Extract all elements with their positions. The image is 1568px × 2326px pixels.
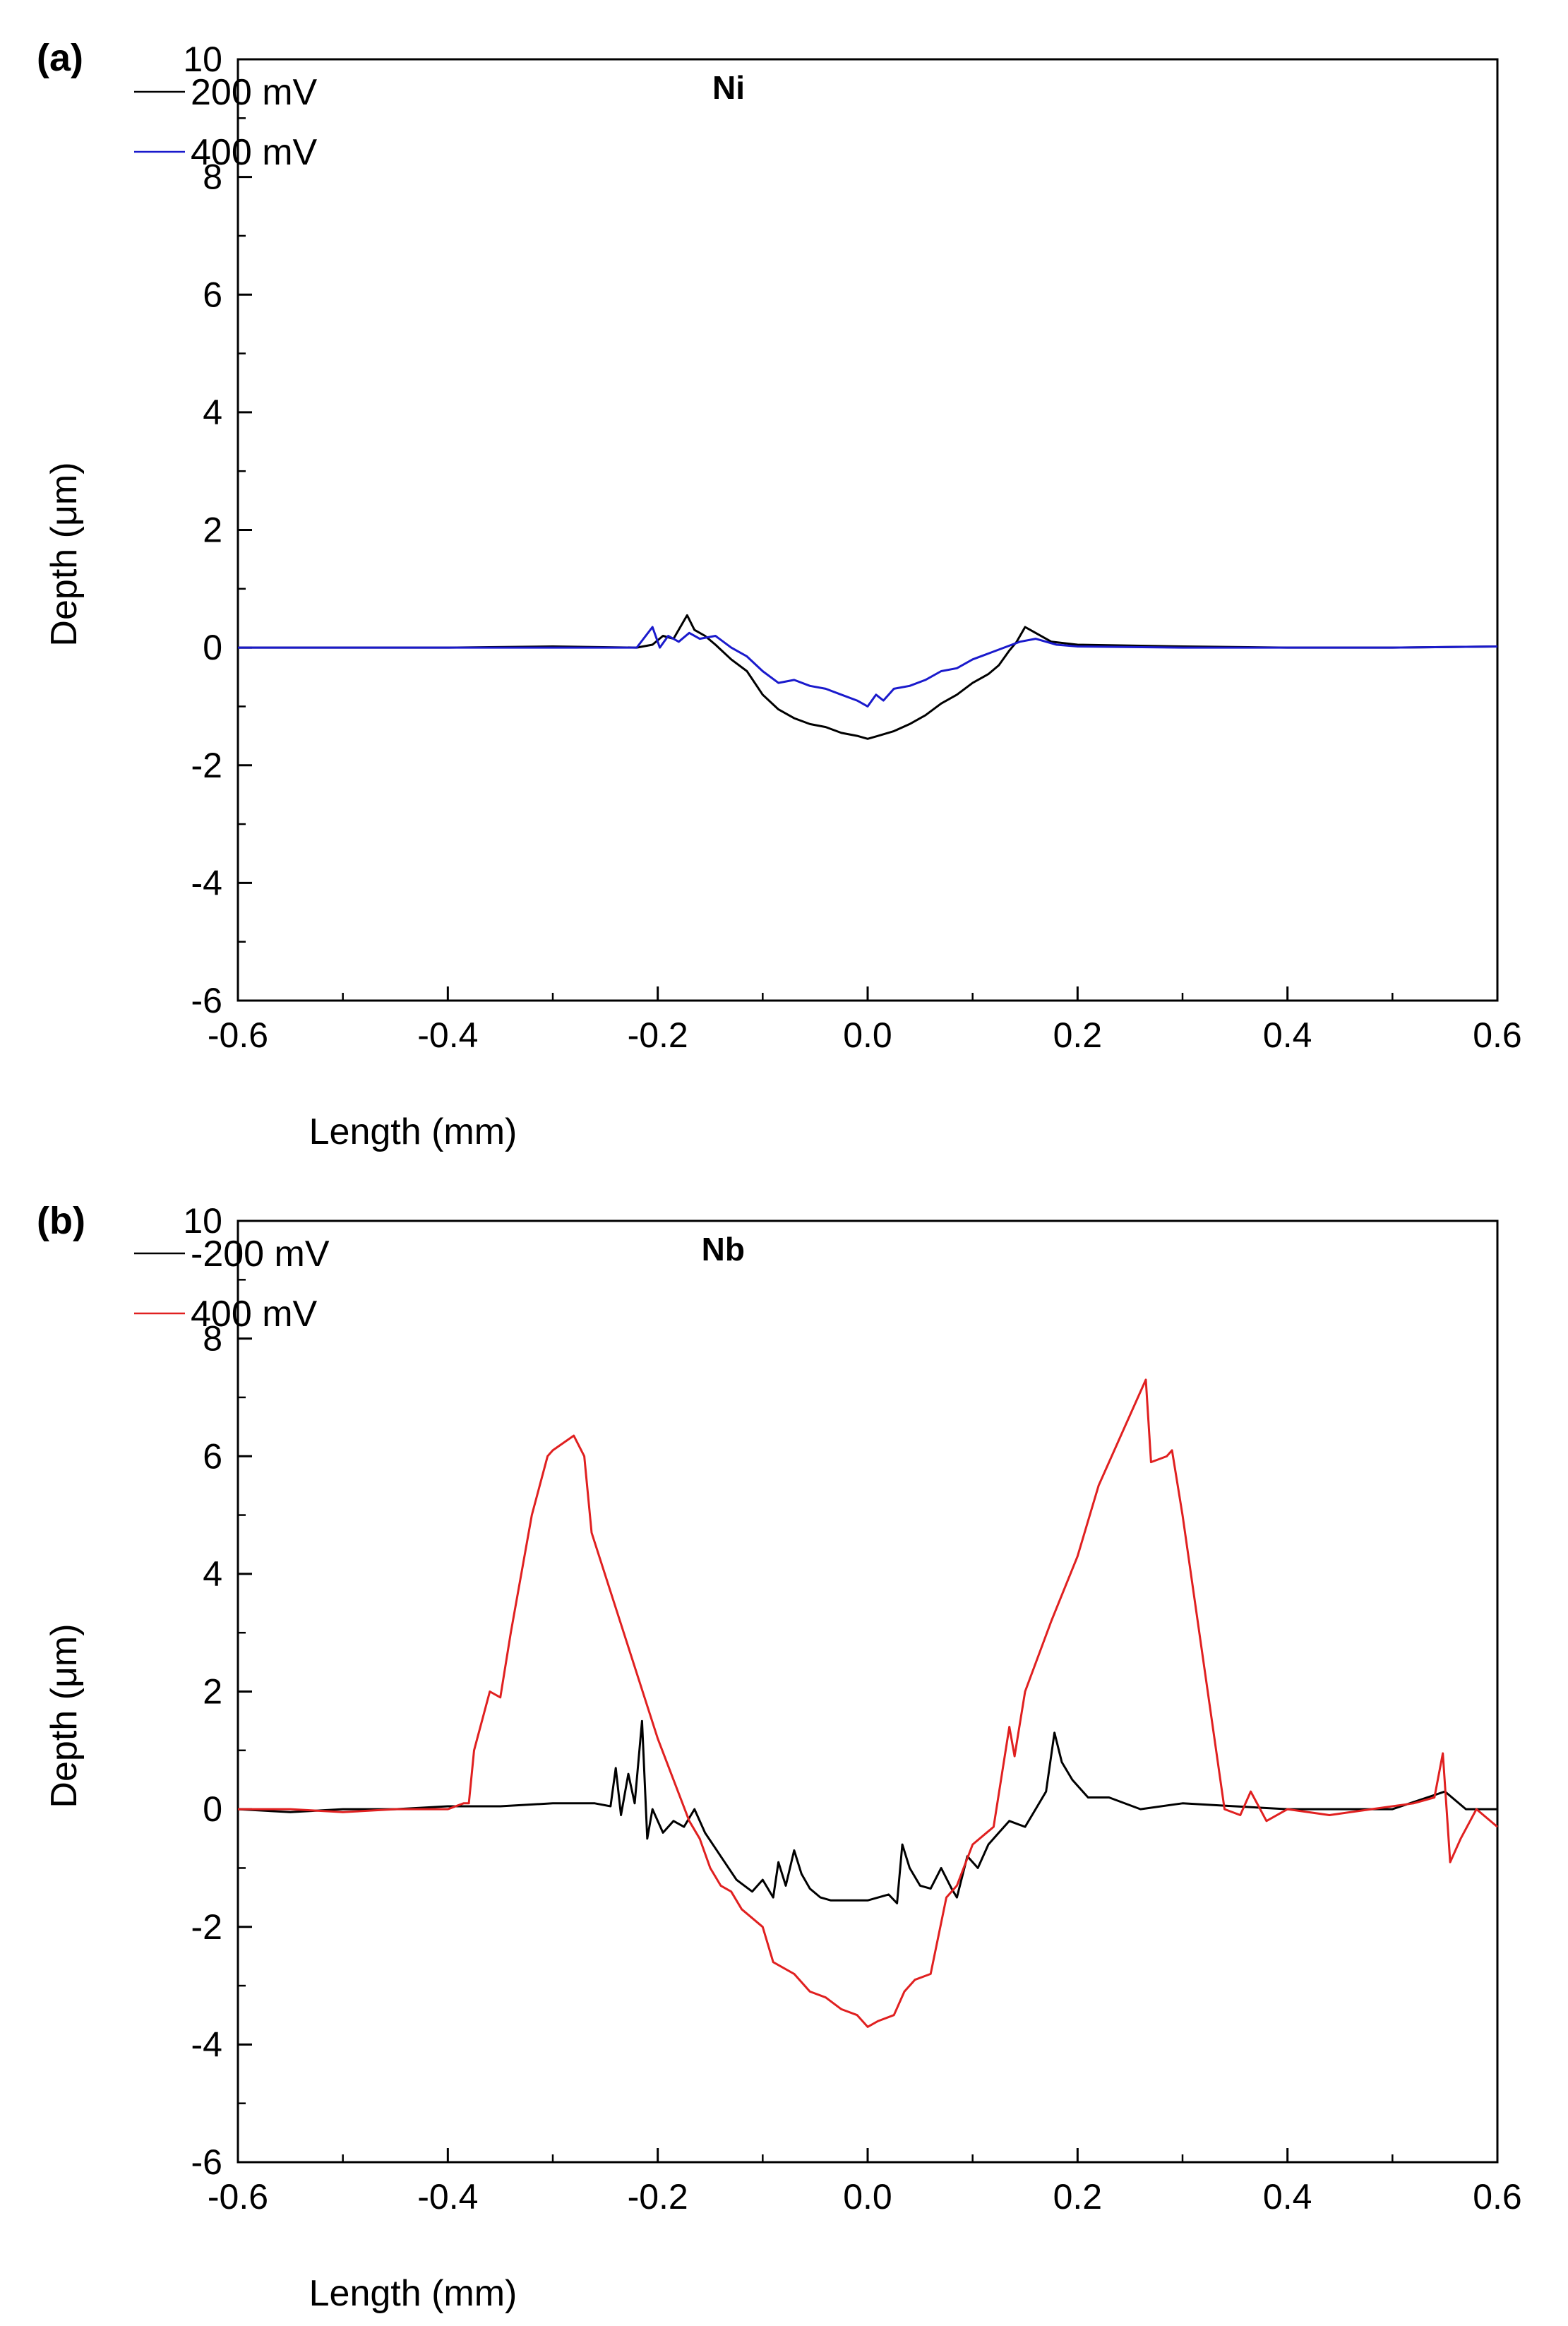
x-tick-label: -0.2 [628,2177,688,2217]
y-tick-label: -4 [191,863,222,902]
y-tick-label: 4 [203,393,222,432]
x-axis-title: Length (mm) [309,2273,517,2314]
legend: 200 mV 400 mV [134,72,318,173]
x-tick-label: 0.4 [1263,2177,1312,2217]
legend-entry: 400 mV [134,1294,318,1335]
x-tick-label: 0.2 [1053,1015,1103,1055]
y-tick-label: -4 [191,2024,222,2064]
y-tick-label: 2 [203,1672,222,1712]
y-tick-label: 0 [203,1789,222,1829]
y-tick-label: -6 [191,2142,222,2182]
y-tick-label: 6 [203,1436,222,1476]
x-tick-label: -0.6 [208,1015,268,1055]
x-tick-label: 0.0 [843,2177,892,2217]
x-tick-label: -0.2 [628,1015,688,1055]
y-tick-label: 6 [203,275,222,314]
x-tick-label: -0.6 [208,2177,268,2217]
x-tick-label: 0.6 [1473,2177,1522,2217]
legend-entry: 200 mV [134,72,318,113]
legend-label: -200 mV [191,1234,330,1275]
y-tick-label: -6 [191,981,222,1020]
y-tick-label: 10 [183,1201,222,1241]
y-tick-label: 0 [203,628,222,667]
legend-label: 400 mV [191,132,318,173]
panel-a: (a) Length (mm) Depth (μm) Ni 200 mV 400… [37,37,1522,1152]
legend-entry: -200 mV [134,1234,330,1275]
y-tick-label: 2 [203,511,222,550]
y-axis-title: Depth (μm) [44,462,85,646]
y-axis-title: Depth (μm) [44,1623,85,1808]
legend: -200 mV 400 mV [134,1234,330,1335]
material-tag: Ni [712,69,745,106]
series-line-2 [238,626,1498,708]
legend-entry: 400 mV [134,132,318,173]
x-tick-label: -0.4 [417,2177,478,2217]
panel-label: (a) [37,37,83,79]
y-tick-label: 8 [203,157,222,197]
y-tick-label: 4 [203,1554,222,1594]
y-tick-label: 10 [183,40,222,79]
series-line-2 [238,1378,1498,2028]
y-tick-label: 8 [203,1319,222,1359]
x-tick-label: 0.4 [1263,1015,1312,1055]
y-tick-label: -2 [191,746,222,785]
x-axis-title: Length (mm) [309,1111,517,1152]
x-tick-label: 0.6 [1473,1015,1522,1055]
series-line-1 [237,1719,1497,1904]
x-tick-label: 0.0 [843,1015,892,1055]
material-tag: Nb [702,1231,745,1268]
panel-b: (b) Length (mm) Depth (μm) Nb -200 mV 40… [37,1200,1522,2314]
legend-label: 200 mV [191,72,318,113]
x-tick-label: 0.2 [1053,2177,1103,2217]
legend-label: 400 mV [191,1294,318,1335]
y-tick-label: -2 [191,1907,222,1947]
panel-label: (b) [37,1200,85,1242]
x-tick-label: -0.4 [417,1015,478,1055]
